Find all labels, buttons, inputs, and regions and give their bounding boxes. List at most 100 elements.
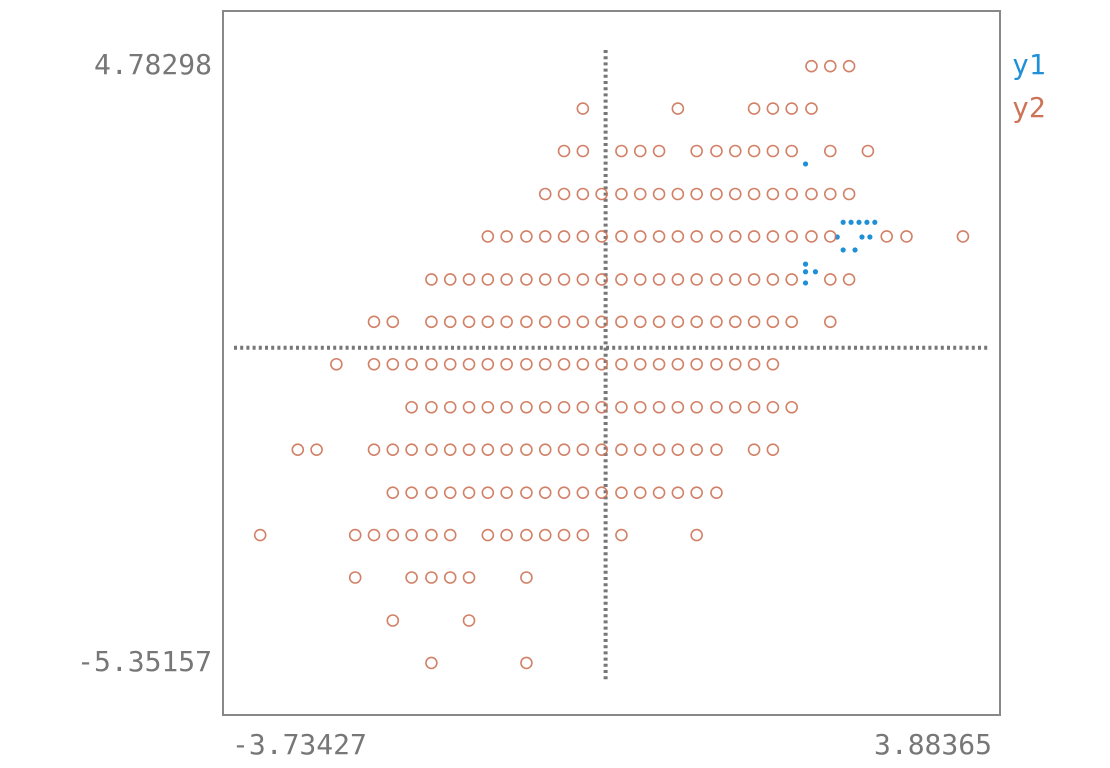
point xyxy=(576,315,590,329)
point xyxy=(367,357,381,371)
point xyxy=(367,315,381,329)
point xyxy=(253,528,267,542)
point xyxy=(823,273,837,286)
point xyxy=(872,219,878,225)
point xyxy=(633,273,647,286)
point xyxy=(690,528,703,542)
point xyxy=(747,102,761,115)
point xyxy=(462,273,476,286)
point xyxy=(538,357,552,371)
point xyxy=(557,443,571,456)
point xyxy=(671,357,685,371)
point xyxy=(690,400,703,414)
point xyxy=(747,400,761,414)
point xyxy=(728,273,742,286)
point xyxy=(425,656,438,670)
y-tick-label: -5.35157 xyxy=(77,645,212,678)
point xyxy=(823,144,837,158)
point xyxy=(766,230,780,243)
point xyxy=(766,443,780,456)
point xyxy=(766,315,780,329)
point xyxy=(462,315,476,329)
point xyxy=(861,144,875,158)
point xyxy=(747,187,761,201)
point xyxy=(747,144,761,158)
point xyxy=(710,357,723,371)
point xyxy=(557,357,571,371)
point xyxy=(500,528,513,542)
point xyxy=(405,571,418,584)
point xyxy=(840,247,846,253)
point xyxy=(500,443,513,456)
point xyxy=(848,219,854,225)
point xyxy=(812,269,819,275)
point xyxy=(443,528,457,542)
point xyxy=(766,357,780,371)
point xyxy=(747,230,761,243)
point xyxy=(671,315,685,329)
labels: -5.35157 4.78298 -3.73427 3.88365 y1 y2 xyxy=(77,48,1046,761)
point xyxy=(802,280,809,286)
point xyxy=(710,187,723,201)
point xyxy=(633,357,647,371)
point xyxy=(747,273,761,286)
point xyxy=(520,357,533,371)
point xyxy=(652,486,666,499)
point xyxy=(633,400,647,414)
point xyxy=(728,144,742,158)
point xyxy=(520,571,533,584)
point xyxy=(386,443,400,456)
legend-label: y1 xyxy=(1012,48,1046,81)
point xyxy=(557,400,571,414)
point xyxy=(690,315,703,329)
point xyxy=(652,273,666,286)
point xyxy=(710,273,723,286)
point xyxy=(856,219,862,225)
point xyxy=(802,269,809,275)
zero-lines xyxy=(234,50,990,680)
point xyxy=(595,400,608,414)
point xyxy=(520,273,533,286)
point xyxy=(425,528,438,542)
point xyxy=(652,144,666,158)
point xyxy=(500,230,513,243)
point xyxy=(576,187,590,201)
point xyxy=(595,230,608,243)
point xyxy=(576,230,590,243)
point xyxy=(859,234,865,240)
point xyxy=(615,357,628,371)
point xyxy=(367,443,381,456)
point xyxy=(520,315,533,329)
point xyxy=(348,528,362,542)
point xyxy=(671,273,685,286)
point xyxy=(785,273,798,286)
point xyxy=(595,357,608,371)
y-tick-label: 4.78298 xyxy=(94,48,212,81)
point xyxy=(405,357,418,371)
point xyxy=(785,400,798,414)
point xyxy=(405,443,418,456)
point xyxy=(576,357,590,371)
point xyxy=(425,400,438,414)
point xyxy=(595,486,608,499)
point xyxy=(386,486,400,499)
x-tick-label: 3.88365 xyxy=(874,728,992,761)
point xyxy=(538,528,552,542)
point xyxy=(500,273,513,286)
point xyxy=(710,315,723,329)
point xyxy=(576,528,590,542)
point xyxy=(443,571,457,584)
point xyxy=(386,315,400,329)
point xyxy=(557,273,571,286)
point xyxy=(500,315,513,329)
point xyxy=(710,144,723,158)
point xyxy=(710,486,723,499)
point xyxy=(520,400,533,414)
point xyxy=(443,443,457,456)
point xyxy=(481,443,495,456)
point xyxy=(823,59,837,73)
point xyxy=(690,273,703,286)
point xyxy=(538,443,552,456)
point xyxy=(633,315,647,329)
point xyxy=(425,357,438,371)
